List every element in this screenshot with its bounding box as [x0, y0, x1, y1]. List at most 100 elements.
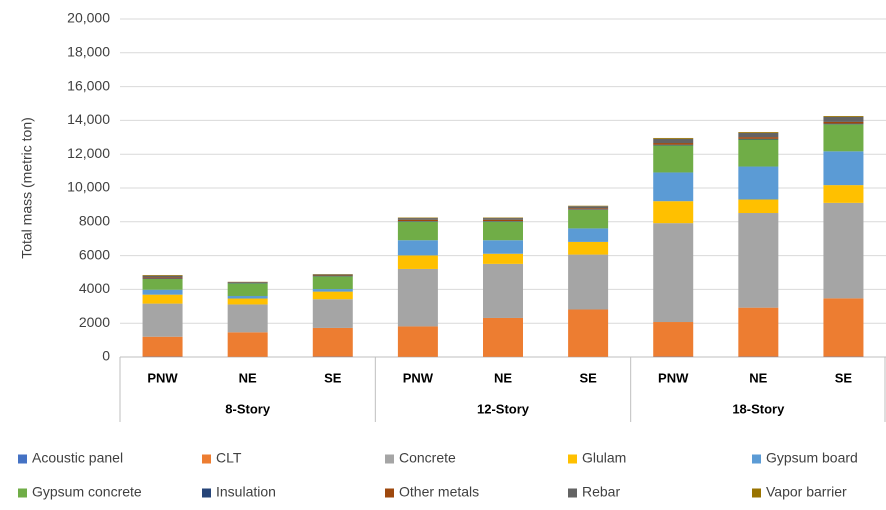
x-tick-label: SE	[324, 370, 342, 385]
y-tick-label: 2000	[79, 314, 110, 330]
bar-segment	[313, 328, 353, 357]
y-tick-label: 10,000	[67, 179, 110, 195]
group-label: 8-Story	[225, 401, 271, 416]
bar-segment	[313, 275, 353, 276]
y-tick-label: 6000	[79, 246, 110, 262]
bar-segment	[483, 220, 523, 221]
bar-segment	[823, 151, 863, 185]
legend-label: Gypsum concrete	[32, 484, 142, 500]
bar-segment	[568, 242, 608, 255]
bar-segment	[483, 240, 523, 254]
bar-segment	[313, 289, 353, 292]
legend-swatch	[18, 489, 27, 498]
bar-segment	[313, 276, 353, 277]
bar-segment	[313, 292, 353, 300]
legend-swatch	[568, 489, 577, 498]
legend-label: Rebar	[582, 484, 620, 500]
bar-segment	[823, 203, 863, 298]
bar-segment	[143, 275, 183, 276]
x-tick-label: PNW	[403, 370, 434, 385]
bar-segment	[738, 167, 778, 200]
bar-segment	[568, 310, 608, 357]
x-tick-label: NE	[494, 370, 512, 385]
bar-segment	[398, 326, 438, 356]
bar-segment	[823, 116, 863, 117]
y-tick-label: 20,000	[67, 10, 110, 26]
bar-segment	[653, 322, 693, 357]
bar-segment	[568, 255, 608, 310]
bar-segment	[398, 221, 438, 222]
x-tick-label: PNW	[658, 370, 689, 385]
x-tick-label: NE	[239, 370, 257, 385]
legend-label: Gypsum board	[766, 450, 858, 466]
legend-label: Concrete	[399, 450, 456, 466]
bar-segment	[228, 304, 268, 332]
bar-segment	[568, 208, 608, 209]
bar-segment	[653, 145, 693, 172]
legend-label: Acoustic panel	[32, 450, 123, 466]
bar-segment	[398, 218, 438, 220]
legend-swatch	[18, 455, 27, 464]
bar-segment	[568, 206, 608, 207]
legend-label: Insulation	[216, 484, 276, 500]
bar-segment	[398, 218, 438, 219]
bar-segment	[228, 282, 268, 283]
bar-segment	[313, 299, 353, 328]
bar-segment	[483, 221, 523, 222]
bar-segment	[738, 133, 778, 137]
bar-segment	[738, 213, 778, 308]
bar-segment	[738, 139, 778, 166]
bar-segment	[568, 209, 608, 210]
bar-segment	[653, 172, 693, 201]
bar-segment	[738, 199, 778, 213]
group-label: 12-Story	[477, 401, 530, 416]
legend-swatch	[568, 455, 577, 464]
bar-segment	[483, 218, 523, 219]
bar-segment	[653, 139, 693, 143]
bar-segment	[823, 124, 863, 125]
bar-segment	[568, 210, 608, 229]
group-label: 18-Story	[732, 401, 785, 416]
bar-segment	[823, 117, 863, 122]
bar-segment	[483, 318, 523, 357]
y-tick-label: 0	[102, 348, 110, 364]
bar-segment	[738, 137, 778, 139]
bar-segment	[143, 337, 183, 357]
bar-segment	[398, 220, 438, 221]
bar-segment	[483, 254, 523, 264]
bar-segment	[398, 269, 438, 326]
bar-segment	[398, 240, 438, 255]
bar-segment	[143, 276, 183, 278]
y-tick-label: 14,000	[67, 111, 110, 127]
y-axis-title: Total mass (metric ton)	[19, 117, 35, 259]
legend-swatch	[385, 455, 394, 464]
x-tick-label: SE	[835, 370, 853, 385]
x-tick-label: PNW	[147, 370, 178, 385]
bar-segment	[568, 228, 608, 242]
legend-swatch	[385, 489, 394, 498]
bar-segment	[653, 201, 693, 223]
bar-segment	[143, 295, 183, 304]
y-tick-label: 16,000	[67, 77, 110, 93]
bar-segment	[738, 139, 778, 140]
bar-segment	[738, 132, 778, 133]
bar-segment	[653, 223, 693, 322]
x-tick-label: SE	[579, 370, 597, 385]
bar-segment	[738, 308, 778, 357]
legend-label: Vapor barrier	[766, 484, 847, 500]
y-tick-label: 4000	[79, 280, 110, 296]
bar-segment	[483, 218, 523, 220]
bar-segment	[313, 276, 353, 289]
legend-swatch	[752, 489, 761, 498]
bar-segment	[653, 143, 693, 145]
bar-segment	[823, 124, 863, 151]
legend-label: CLT	[216, 450, 242, 466]
legend-swatch	[202, 455, 211, 464]
legend-swatch	[202, 489, 211, 498]
bar-segment	[568, 206, 608, 208]
legend-label: Other metals	[399, 484, 479, 500]
legend-swatch	[752, 455, 761, 464]
bar-segment	[143, 277, 183, 278]
bar-segment	[143, 279, 183, 290]
